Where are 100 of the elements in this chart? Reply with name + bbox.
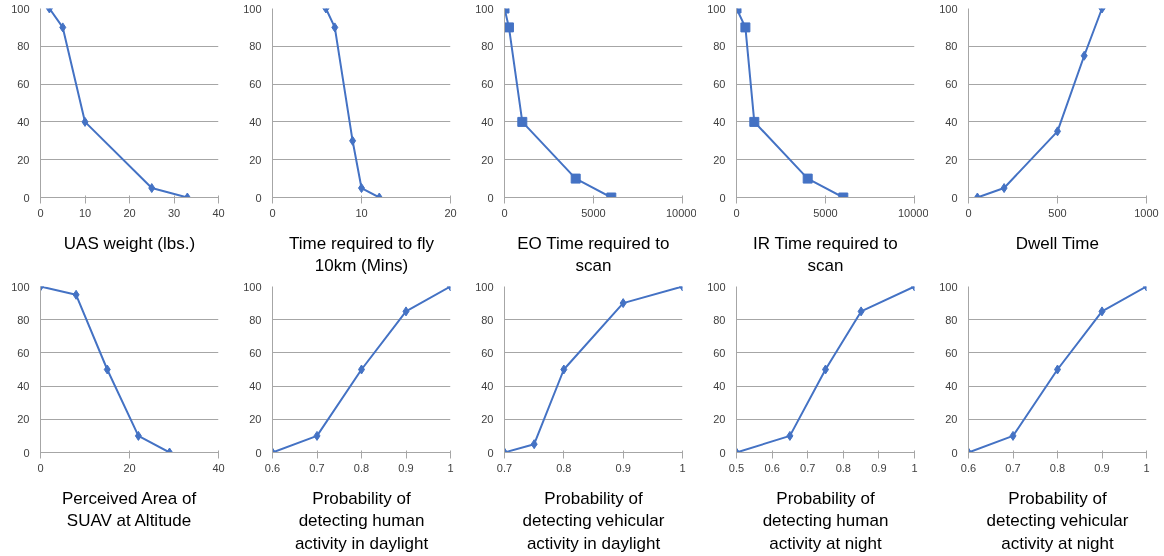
x-axis-title: Time required to fly 10km (Mins) (289, 233, 435, 276)
x-axis-title: Perceived Area of SUAV at Altitude (61, 488, 197, 531)
y-tick-label: 60 (945, 78, 958, 91)
x-axis-title: IR Time required to scan (753, 233, 898, 276)
x-tick-label: 0.8 (835, 461, 851, 474)
y-tick-label: 80 (249, 313, 262, 326)
x-tick-label: 40 (212, 206, 225, 219)
y-tick-label: 60 (249, 78, 262, 91)
y-tick-label: 0 (255, 446, 262, 459)
y-tick-label: 80 (945, 40, 958, 53)
x-tick-label: 0.9 (398, 461, 414, 474)
x-axis-title: UAS weight (lbs.) (63, 233, 196, 253)
x-tick-label: 0.8 (1049, 461, 1066, 474)
y-tick-label: 0 (487, 446, 494, 459)
y-tick-label: 80 (945, 313, 958, 326)
y-tick-label: 100 (707, 280, 726, 293)
x-tick-label: 30 (167, 206, 181, 219)
x-tick-label: 5000 (813, 206, 838, 219)
y-tick-label: 100 (475, 2, 494, 15)
y-tick-label: 0 (487, 191, 494, 204)
y-tick-label: 100 (243, 2, 262, 15)
y-tick-label: 80 (17, 313, 30, 326)
y-tick-label: 40 (17, 380, 30, 393)
x-tick-label: 0 (269, 206, 276, 219)
y-tick-label: 100 (475, 280, 494, 293)
x-axis-title: Dwell Time (1015, 233, 1099, 253)
x-tick-label: 0.8 (353, 461, 370, 474)
y-tick-label: 0 (23, 446, 30, 459)
y-tick-label: 100 (11, 280, 30, 293)
x-tick-label: 0 (501, 206, 508, 219)
x-axis-title: Probability of detecting vehicular activity at night (986, 488, 1129, 554)
y-tick-label: 20 (17, 153, 30, 166)
y-tick-label: 60 (17, 78, 30, 91)
y-tick-label: 100 (939, 280, 958, 293)
y-tick-label: 80 (17, 40, 30, 53)
y-tick-label: 40 (481, 115, 494, 128)
y-tick-label: 20 (713, 413, 726, 426)
x-tick-label: 0.9 (1094, 461, 1110, 474)
x-axis-title: Probability of detecting vehicular activity in daylight (522, 488, 665, 554)
y-tick-label: 60 (249, 346, 262, 359)
y-tick-label: 60 (713, 78, 726, 91)
x-tick-label: 500 (1048, 206, 1067, 219)
y-tick-label: 20 (17, 413, 30, 426)
y-tick-label: 80 (713, 40, 726, 53)
x-tick-label: 0.7 (309, 461, 325, 474)
x-tick-label: 10 (355, 206, 368, 219)
y-tick-label: 0 (719, 191, 726, 204)
y-tick-label: 0 (719, 446, 726, 459)
y-tick-label: 100 (707, 2, 726, 15)
y-tick-label: 100 (243, 280, 262, 293)
x-tick-label: 0 (965, 206, 972, 219)
y-tick-label: 0 (255, 191, 262, 204)
y-tick-label: 20 (481, 413, 494, 426)
x-tick-label: 1 (679, 461, 686, 474)
y-tick-label: 80 (249, 40, 262, 53)
y-tick-label: 20 (481, 153, 494, 166)
x-axis-title: EO Time required to scan (517, 233, 670, 276)
x-tick-label: 1 (911, 461, 918, 474)
y-tick-label: 0 (951, 191, 958, 204)
y-tick-label: 20 (713, 153, 726, 166)
x-tick-label: 1 (1143, 461, 1150, 474)
x-tick-label: 0.7 (1005, 461, 1021, 474)
y-tick-label: 100 (11, 2, 30, 15)
x-tick-label: 20 (444, 206, 457, 219)
x-tick-label: 0.7 (496, 461, 513, 474)
x-tick-label: 0.9 (871, 461, 887, 474)
y-tick-label: 20 (249, 153, 262, 166)
x-tick-label: 0.6 (960, 461, 977, 474)
x-tick-label: 0 (733, 206, 740, 219)
y-tick-label: 40 (17, 115, 30, 128)
x-tick-label: 10 (78, 206, 92, 219)
x-tick-label: 20 (123, 461, 136, 474)
y-tick-label: 60 (17, 346, 30, 359)
y-tick-label: 40 (713, 115, 726, 128)
y-tick-label: 80 (713, 313, 726, 326)
y-tick-label: 40 (713, 380, 726, 393)
x-tick-label: 0.8 (556, 461, 572, 474)
x-tick-label: 10000 (897, 206, 929, 219)
y-tick-label: 40 (945, 115, 958, 128)
x-tick-label: 20 (123, 206, 136, 219)
x-tick-label: 0.6 (764, 461, 780, 474)
y-tick-label: 0 (23, 191, 30, 204)
y-tick-label: 80 (481, 313, 494, 326)
x-tick-label: 1 (447, 461, 454, 474)
y-tick-label: 60 (481, 346, 494, 359)
y-tick-label: 60 (713, 346, 726, 359)
x-axis-title: Probability of detecting human activity in daylight (294, 488, 429, 554)
y-tick-label: 80 (481, 40, 494, 53)
x-tick-label: 0.5 (728, 461, 745, 474)
y-tick-label: 40 (945, 380, 958, 393)
x-tick-label: 0.9 (615, 461, 631, 474)
y-tick-label: 0 (951, 446, 958, 459)
x-tick-label: 1000 (1134, 206, 1159, 219)
y-tick-label: 20 (945, 153, 958, 166)
y-tick-label: 20 (945, 413, 958, 426)
x-tick-label: 0 (37, 461, 44, 474)
x-tick-label: 40 (212, 461, 225, 474)
x-tick-label: 5000 (581, 206, 606, 219)
x-tick-label: 0.7 (800, 461, 816, 474)
y-tick-label: 40 (249, 380, 262, 393)
